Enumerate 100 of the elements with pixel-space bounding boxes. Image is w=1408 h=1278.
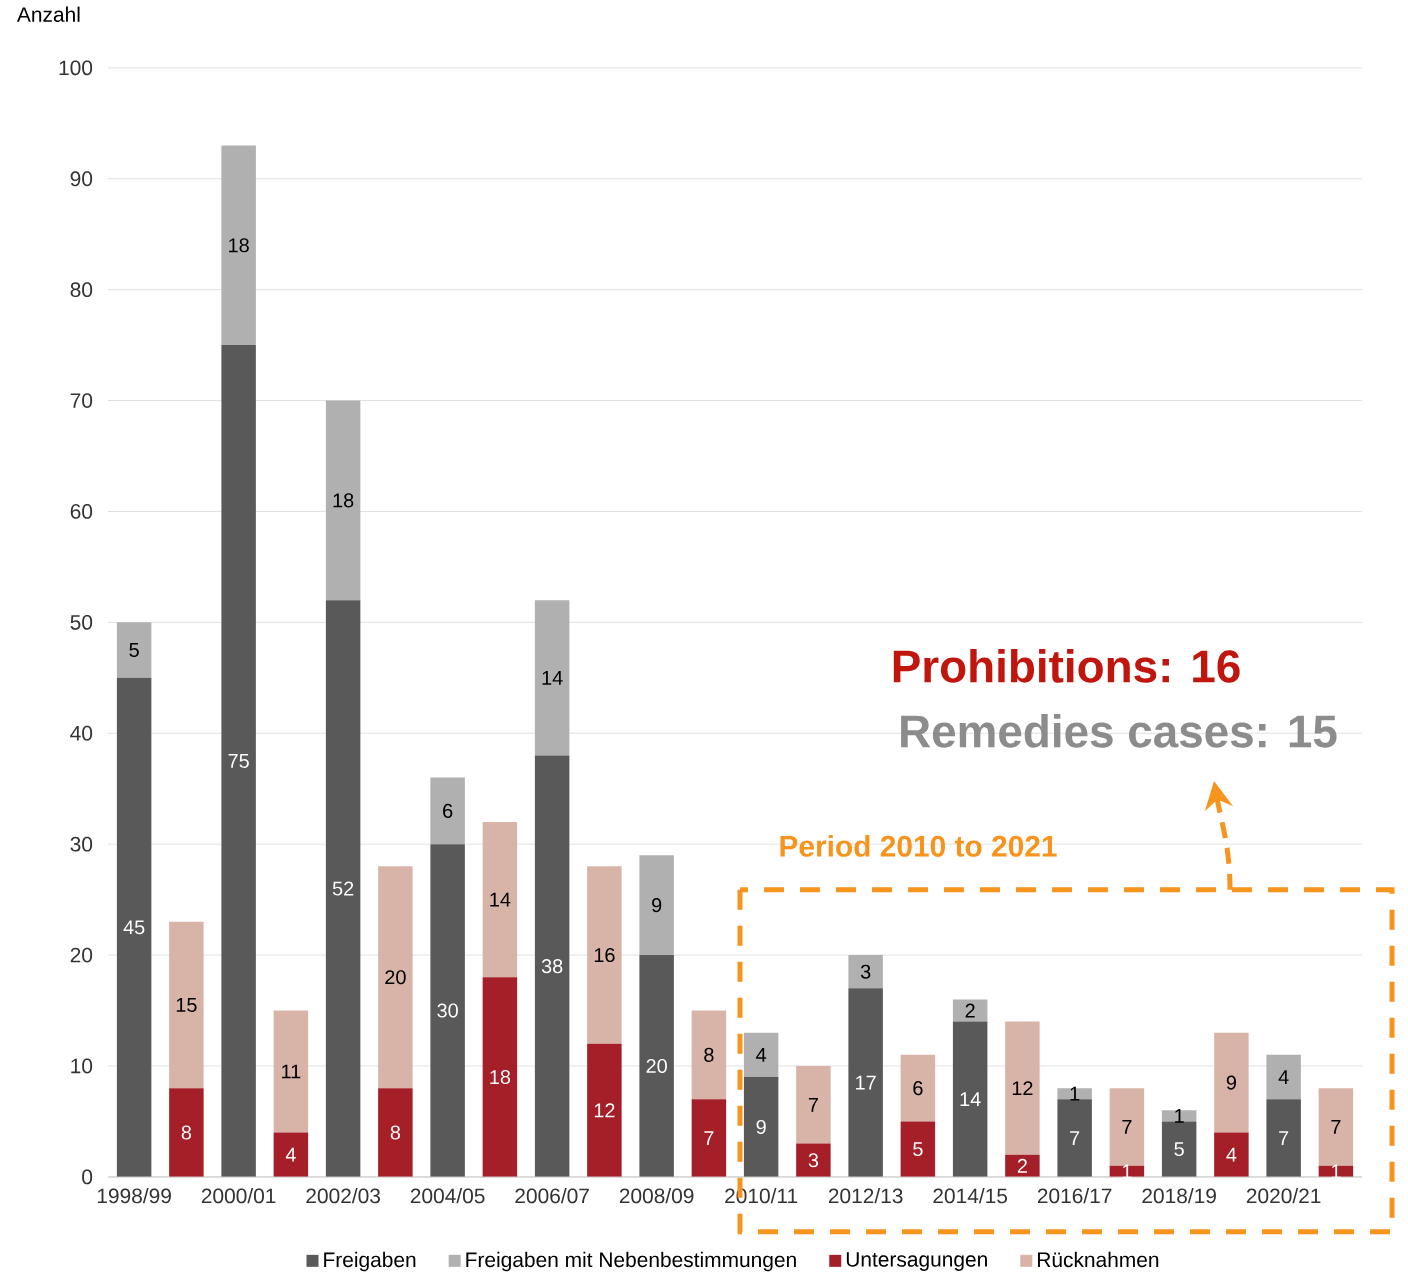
bar <box>900 1121 936 1177</box>
data-label: 2 <box>965 1003 975 1018</box>
bar <box>1266 1099 1301 1177</box>
legend-label: Untersagungen <box>846 1252 987 1271</box>
data-label: 75 <box>228 754 249 768</box>
annotation: Remedies cases: 15 <box>901 714 1337 748</box>
data-label: 3 <box>860 964 871 979</box>
data-label: 7 <box>1331 1120 1341 1134</box>
bar <box>1161 1121 1197 1177</box>
bar <box>848 955 883 989</box>
data-label: 15 <box>176 998 197 1012</box>
data-label: 1 <box>1070 1086 1080 1101</box>
data-label: 16 <box>594 948 615 963</box>
bar <box>273 1132 309 1177</box>
data-label: 4 <box>1226 1147 1237 1162</box>
bar <box>691 1010 727 1100</box>
y-axis-title: Anzahl <box>16 6 80 23</box>
bar <box>900 1054 936 1122</box>
data-label: 18 <box>333 493 354 508</box>
bar <box>534 755 570 1177</box>
data-label: 1 <box>1122 1164 1132 1179</box>
x-tick-label: 2010/11 <box>725 1187 798 1204</box>
data-label: 38 <box>541 959 563 974</box>
bar <box>1005 1021 1040 1155</box>
bar <box>796 1143 831 1177</box>
x-tick-label: 2004/05 <box>410 1187 485 1204</box>
legend-label: Freigaben <box>324 1251 416 1272</box>
data-label: 11 <box>282 1064 301 1079</box>
y-tick-label: 20 <box>70 947 93 963</box>
bar <box>325 400 361 601</box>
data-label: 18 <box>229 238 249 253</box>
bar <box>743 1032 779 1078</box>
x-tick-label: 1998/99 <box>97 1187 171 1204</box>
bar <box>430 777 465 845</box>
bar <box>169 1088 204 1177</box>
bar <box>378 866 413 1089</box>
data-label: 6 <box>913 1081 923 1096</box>
data-label: 2 <box>1017 1158 1027 1173</box>
data-label: 9 <box>652 898 662 913</box>
x-tick-label: 2006/07 <box>515 1187 589 1204</box>
annotation: Period 2010 to 2021 <box>780 834 1057 857</box>
y-tick-label: 80 <box>70 282 93 298</box>
data-label: 14 <box>490 892 511 907</box>
bar <box>1057 1088 1092 1100</box>
data-label: 5 <box>129 643 139 658</box>
data-label: 9 <box>1226 1075 1237 1090</box>
bar <box>378 1088 413 1177</box>
data-label: 18 <box>490 1070 511 1085</box>
bar <box>116 622 152 678</box>
bar <box>325 600 361 1177</box>
data-label: 8 <box>390 1125 401 1140</box>
bar <box>1109 1088 1145 1166</box>
bar <box>1057 1099 1092 1177</box>
bar <box>273 1010 309 1133</box>
bar <box>1161 1110 1197 1122</box>
x-tick-label: 2008/09 <box>619 1187 694 1204</box>
bar <box>482 977 518 1177</box>
legend-label: Freigaben mit Nebenbestimmungen <box>466 1251 796 1272</box>
data-label: 8 <box>181 1125 192 1140</box>
data-label: 7 <box>1122 1120 1132 1134</box>
data-label: 7 <box>1070 1131 1080 1145</box>
data-label: 45 <box>123 920 145 935</box>
x-tick-label: 2014/15 <box>933 1187 1008 1204</box>
data-label: 30 <box>437 1003 458 1018</box>
y-tick-label: 50 <box>70 615 93 630</box>
bar <box>952 999 988 1022</box>
data-label: 17 <box>856 1075 876 1090</box>
bar <box>1214 1032 1249 1133</box>
data-label: 5 <box>1174 1142 1184 1157</box>
bar <box>587 1043 622 1177</box>
bar <box>639 955 674 1177</box>
data-label: 1 <box>1331 1164 1341 1179</box>
bar <box>116 677 152 1177</box>
x-tick-label: 2012/13 <box>828 1187 903 1204</box>
bar <box>743 1077 779 1177</box>
bar <box>482 822 518 978</box>
data-label: 20 <box>646 1058 667 1074</box>
y-tick-label: 100 <box>59 60 93 76</box>
data-label: 1 <box>1175 1109 1184 1123</box>
data-label: 9 <box>756 1119 766 1135</box>
bar <box>639 855 674 956</box>
bar <box>848 988 883 1177</box>
data-label: 8 <box>704 1047 714 1062</box>
data-label: 14 <box>960 1092 981 1107</box>
data-label: 20 <box>385 970 406 985</box>
bar <box>796 1066 831 1144</box>
x-tick-label: 2000/01 <box>201 1187 276 1204</box>
legend-label: Rücknahmen <box>1037 1251 1159 1268</box>
y-tick-label: 30 <box>70 836 93 852</box>
data-label: 4 <box>756 1048 767 1062</box>
y-tick-label: 70 <box>70 393 93 409</box>
bar <box>221 345 256 1177</box>
y-tick-label: 0 <box>82 1169 93 1185</box>
bar <box>534 600 570 756</box>
data-label: 14 <box>542 670 563 685</box>
data-label: 3 <box>808 1153 819 1168</box>
bar <box>1005 1154 1040 1177</box>
data-label: 4 <box>285 1147 296 1162</box>
data-label: 52 <box>332 881 354 896</box>
y-tick-label: 40 <box>70 725 93 741</box>
